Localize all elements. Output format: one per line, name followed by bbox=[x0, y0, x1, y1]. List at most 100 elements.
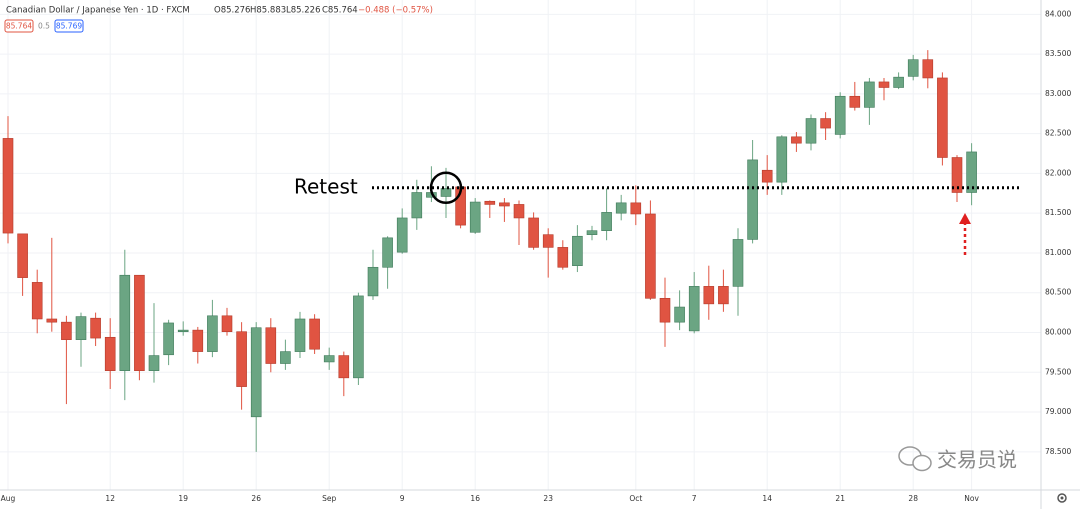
candle-body bbox=[484, 200, 496, 205]
chart-title: Canadian Dollar / Japanese Yen · 1D · FX… bbox=[6, 6, 190, 16]
price-tag-box bbox=[4, 19, 34, 33]
candle-body bbox=[163, 322, 174, 356]
y-tick-label: 79.000 bbox=[1045, 407, 1071, 416]
y-tick-label: 80.000 bbox=[1045, 328, 1071, 337]
settings-icon[interactable] bbox=[1057, 493, 1067, 503]
x-tick-label: 28 bbox=[908, 494, 918, 503]
x-tick-label: Nov bbox=[964, 494, 979, 503]
price-tag-box bbox=[54, 19, 84, 33]
candle-body bbox=[732, 239, 744, 287]
ohlc-values: O85.276 H85.883 L85.226 C85.764 −0.488 (−0.5… bbox=[214, 6, 433, 16]
candle-body bbox=[236, 331, 247, 387]
candle-body bbox=[207, 315, 218, 352]
candle-body bbox=[820, 118, 831, 129]
candle-body bbox=[148, 355, 160, 371]
grid bbox=[0, 0, 1041, 490]
y-tick-label: 81.000 bbox=[1045, 248, 1071, 257]
candle-body bbox=[834, 95, 846, 135]
x-tick-label: 16 bbox=[470, 494, 480, 503]
candle-body bbox=[280, 351, 291, 364]
ohlc-value: O85.276 bbox=[214, 6, 250, 16]
candle-body bbox=[411, 192, 423, 219]
candle-body bbox=[674, 306, 685, 323]
candle-body bbox=[761, 169, 773, 183]
ohlc-value: L85.226 bbox=[286, 6, 320, 16]
candle-body bbox=[309, 318, 320, 350]
candle-body bbox=[615, 202, 627, 214]
y-tick-label: 82.000 bbox=[1045, 168, 1071, 177]
candle-body bbox=[177, 329, 189, 333]
candle-body bbox=[104, 336, 116, 371]
candle-body bbox=[134, 274, 145, 371]
price-tag: 85.764 bbox=[6, 22, 32, 31]
x-tick-label: Oct bbox=[629, 494, 642, 503]
candle-body bbox=[294, 318, 306, 352]
x-tick-label: 21 bbox=[835, 494, 845, 503]
candle-body bbox=[966, 151, 977, 193]
candle-body bbox=[922, 59, 934, 79]
x-tick-label: 19 bbox=[178, 494, 188, 503]
candle-body bbox=[221, 315, 233, 333]
x-tick-label: 7 bbox=[692, 494, 697, 503]
candle-body bbox=[878, 81, 890, 88]
candle-body bbox=[382, 237, 393, 268]
candle-body bbox=[119, 274, 131, 371]
candle-body bbox=[937, 77, 948, 158]
candle-body bbox=[90, 317, 101, 339]
candle-body bbox=[688, 286, 700, 332]
candle-body bbox=[864, 81, 875, 108]
x-tick-label: 9 bbox=[400, 494, 405, 503]
candle-body bbox=[630, 202, 642, 215]
candle-body bbox=[396, 217, 408, 253]
watermark: 交易员说 bbox=[937, 448, 1017, 472]
x-tick-label: 23 bbox=[543, 494, 553, 503]
candle-body bbox=[75, 316, 87, 340]
y-tick-label: 81.500 bbox=[1045, 208, 1071, 217]
candle-body bbox=[513, 204, 525, 219]
change-value: −0.488 (−0.57%) bbox=[358, 6, 433, 16]
y-tick-label: 82.500 bbox=[1045, 129, 1071, 138]
candle-body bbox=[17, 233, 28, 278]
x-tick-label: 26 bbox=[251, 494, 261, 503]
candle-body bbox=[499, 202, 510, 207]
x-tick-label: 12 bbox=[105, 494, 115, 503]
ohlc-value: H85.883 bbox=[250, 6, 286, 16]
candle-body bbox=[46, 318, 58, 323]
candle-body bbox=[586, 230, 598, 235]
candle-body bbox=[353, 295, 364, 379]
arrow-head bbox=[959, 213, 971, 224]
candle-body bbox=[323, 355, 335, 363]
candle-body bbox=[805, 118, 817, 144]
candle-body bbox=[192, 329, 204, 352]
x-tick-label: Aug bbox=[1, 494, 16, 503]
y-tick-label: 83.500 bbox=[1045, 49, 1071, 58]
marks bbox=[2, 50, 977, 452]
candle-body bbox=[747, 159, 758, 240]
candle-body bbox=[791, 136, 802, 144]
price-tag: 0.5 bbox=[38, 22, 50, 31]
candle-body bbox=[776, 136, 788, 183]
candle-body bbox=[893, 76, 904, 88]
candle-body bbox=[440, 188, 452, 197]
candle-body bbox=[469, 201, 481, 233]
watermark-icon bbox=[898, 446, 932, 472]
candle-body bbox=[572, 235, 583, 266]
y-tick-label: 78.500 bbox=[1045, 447, 1071, 456]
price-tags: 85.764 0.5 85.769 bbox=[4, 19, 84, 33]
highlight-circle bbox=[429, 171, 463, 204]
candle-body bbox=[601, 212, 612, 231]
candle-body bbox=[645, 213, 656, 299]
x-tick-label: 14 bbox=[762, 494, 772, 503]
candle-body bbox=[907, 59, 919, 77]
candle-body bbox=[265, 327, 277, 364]
candle-body bbox=[557, 247, 569, 268]
y-tick-label: 80.500 bbox=[1045, 288, 1071, 297]
candle-body bbox=[659, 297, 671, 323]
candle-body bbox=[338, 355, 350, 379]
candle-body bbox=[718, 286, 729, 305]
y-tick-label: 84.000 bbox=[1045, 9, 1071, 18]
candle-body bbox=[61, 321, 72, 340]
candle-body bbox=[31, 282, 43, 320]
x-tick-label: Sep bbox=[322, 494, 336, 503]
